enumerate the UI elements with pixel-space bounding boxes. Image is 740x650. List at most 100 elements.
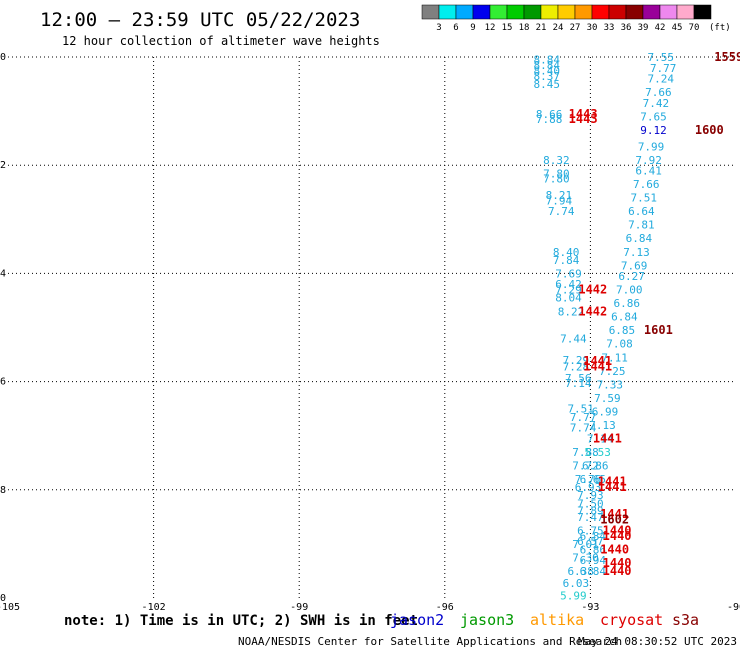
note-text: note: 1) Time is in UTC; 2) SWH is in fe… <box>64 613 418 629</box>
legend-cryosat: cryosat <box>600 611 663 629</box>
swh-value: 7.74 <box>548 205 575 218</box>
y-tick-label: -14 <box>0 268 6 279</box>
scale-label: 6 <box>453 23 458 33</box>
swh-value: 7.14 <box>587 432 614 445</box>
scale-label: 18 <box>519 23 530 33</box>
swh-value: 8.37 <box>533 70 560 83</box>
scale-label: 12 <box>485 23 496 33</box>
swh-value: 7.88 <box>572 446 599 459</box>
scale-swatch <box>608 4 627 20</box>
x-tick-label: -102 <box>142 602 166 613</box>
mission-legend: jason2 jason3 altika cryosat s3a <box>390 611 699 629</box>
swh-value: 6.75 <box>577 524 604 537</box>
swh-value: 7.29 <box>563 354 590 367</box>
swh-value: 7.51 <box>631 192 658 205</box>
swh-value: 8.22 <box>558 305 585 318</box>
time-label: 1442 <box>578 283 607 297</box>
gridlines <box>8 56 736 598</box>
swh-value: 6.93 <box>575 481 602 494</box>
swh-value: 7.30 <box>572 551 599 564</box>
swh-value: 7.88 <box>536 113 563 126</box>
swh-value: 7.74 <box>570 422 597 435</box>
swh-value: 7.69 <box>621 259 648 272</box>
axis-ticks: -105 -102 -99 -96 -93 -90 -10 -12 -14 -16 -18 -20 <box>0 52 740 613</box>
swh-value: 5.99 <box>560 589 587 602</box>
swh-value: 7.89 <box>577 504 604 517</box>
swh-value: 6.41 <box>635 165 662 178</box>
swh-value: 6.94 <box>580 554 607 567</box>
y-tick-label: -10 <box>0 52 6 63</box>
swh-value: 7.69 <box>555 267 582 280</box>
swh-value: 6.42 <box>555 278 582 291</box>
swh-value: 8.45 <box>533 78 560 91</box>
footer-timestamp: May 24 08:30:52 UTC 2023 <box>578 635 737 648</box>
scale-unit: (ft) <box>709 23 731 33</box>
swh-value: 7.51 <box>567 403 594 416</box>
swh-value: 7.29 <box>555 284 582 297</box>
swh-value: 8.32 <box>543 154 570 167</box>
time-label: 1600 <box>695 123 724 137</box>
swh-value: 6.65 <box>580 473 607 486</box>
time-label: 1440 <box>600 542 629 556</box>
swh-value: 7.56 <box>565 372 592 385</box>
scale-label: 70 <box>689 23 700 33</box>
swh-value: 7.92 <box>635 154 662 167</box>
scale-swatch <box>421 4 440 20</box>
swh-value: 6.84 <box>611 311 638 324</box>
time-labels: 1559144314431600144214421601144114411441… <box>569 50 740 578</box>
time-label: 1441 <box>593 431 622 445</box>
scale-swatch <box>472 4 491 20</box>
swh-value: 7.25 <box>599 365 626 378</box>
swh-value: 7.77 <box>650 62 677 75</box>
scale-label: 39 <box>638 23 649 33</box>
scale-swatch <box>506 4 525 20</box>
x-tick-label: -90 <box>727 602 740 613</box>
scale-swatch <box>693 4 712 20</box>
swh-value: 7.14 <box>565 377 592 390</box>
scale-swatch <box>540 4 559 20</box>
y-tick-label: -16 <box>0 377 6 388</box>
swh-value: 6.84 <box>626 232 653 245</box>
swh-value: 7.00 <box>616 284 643 297</box>
swh-value: 9.12 <box>640 124 667 137</box>
legend-jason2: jason2 <box>390 611 444 629</box>
x-tick-label: -96 <box>436 602 454 613</box>
swh-value: 7.33 <box>597 378 624 391</box>
legend-altika: altika <box>530 611 584 629</box>
scale-swatch <box>574 4 593 20</box>
swh-value: 7.01 <box>572 538 599 551</box>
swh-value: 5.53 <box>584 446 611 459</box>
swh-value: 7.76 <box>575 473 602 486</box>
swh-value: 7.66 <box>645 86 672 99</box>
legend-jason3: jason3 <box>460 611 514 629</box>
scale-swatch <box>659 4 678 20</box>
time-label: 1441 <box>583 359 612 373</box>
scale-swatch <box>642 4 661 20</box>
y-tick-label: -20 <box>0 593 6 604</box>
time-label: 1440 <box>603 556 632 570</box>
y-tick-label: -12 <box>0 160 6 171</box>
swh-value: 6.03 <box>563 577 590 590</box>
swh-value: 6.85 <box>609 324 636 337</box>
scale-swatch <box>625 4 644 20</box>
swh-value: 6.84 <box>580 565 607 578</box>
swh-value: 8.84 <box>533 54 560 67</box>
swh-values: 8.848.848.408.378.458.667.888.327.807.80… <box>533 51 676 602</box>
scale-label: 42 <box>655 23 666 33</box>
time-label: 1559 <box>714 50 740 64</box>
scale-label: 27 <box>570 23 581 33</box>
time-label: 1441 <box>583 354 612 368</box>
scale-swatch <box>591 4 610 20</box>
scale-swatch <box>489 4 508 20</box>
swh-value: 7.93 <box>577 489 604 502</box>
swh-value: 7.72 <box>572 459 599 472</box>
x-tick-label: -99 <box>290 602 308 613</box>
swh-value: 7.44 <box>560 332 587 345</box>
swh-value: 6.27 <box>618 270 645 283</box>
swh-value: 7.80 <box>543 173 570 186</box>
swh-value: 6.99 <box>592 405 619 418</box>
swh-value: 7.11 <box>601 351 628 364</box>
swh-value: 7.94 <box>546 194 573 207</box>
swh-value: 7.08 <box>606 338 633 351</box>
